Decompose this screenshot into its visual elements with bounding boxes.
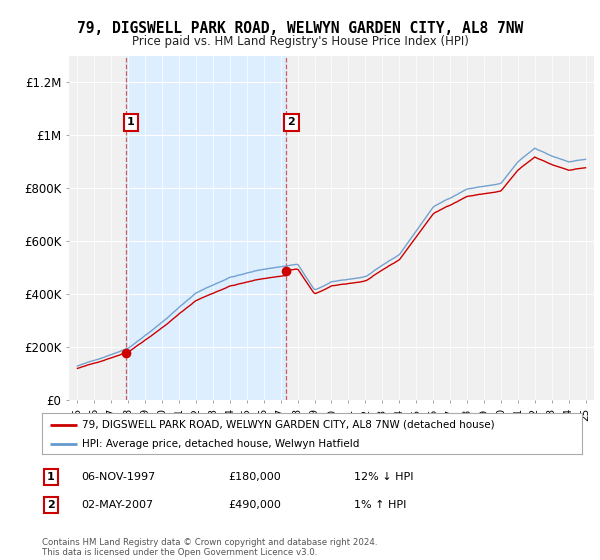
Text: 2: 2 xyxy=(47,500,55,510)
Text: 79, DIGSWELL PARK ROAD, WELWYN GARDEN CITY, AL8 7NW (detached house): 79, DIGSWELL PARK ROAD, WELWYN GARDEN CI… xyxy=(83,419,495,430)
Text: 1: 1 xyxy=(127,117,134,127)
Text: 2: 2 xyxy=(287,117,295,127)
Text: 1% ↑ HPI: 1% ↑ HPI xyxy=(354,500,406,510)
Text: HPI: Average price, detached house, Welwyn Hatfield: HPI: Average price, detached house, Welw… xyxy=(83,438,360,449)
Bar xyxy=(126,56,286,400)
Text: 1: 1 xyxy=(47,472,55,482)
Text: 79, DIGSWELL PARK ROAD, WELWYN GARDEN CITY, AL8 7NW: 79, DIGSWELL PARK ROAD, WELWYN GARDEN CI… xyxy=(77,21,523,36)
Text: £180,000: £180,000 xyxy=(228,472,281,482)
Text: 12% ↓ HPI: 12% ↓ HPI xyxy=(354,472,413,482)
Text: Contains HM Land Registry data © Crown copyright and database right 2024.
This d: Contains HM Land Registry data © Crown c… xyxy=(42,538,377,557)
Text: Price paid vs. HM Land Registry's House Price Index (HPI): Price paid vs. HM Land Registry's House … xyxy=(131,35,469,48)
Text: 06-NOV-1997: 06-NOV-1997 xyxy=(81,472,155,482)
Text: £490,000: £490,000 xyxy=(228,500,281,510)
Text: 02-MAY-2007: 02-MAY-2007 xyxy=(81,500,153,510)
